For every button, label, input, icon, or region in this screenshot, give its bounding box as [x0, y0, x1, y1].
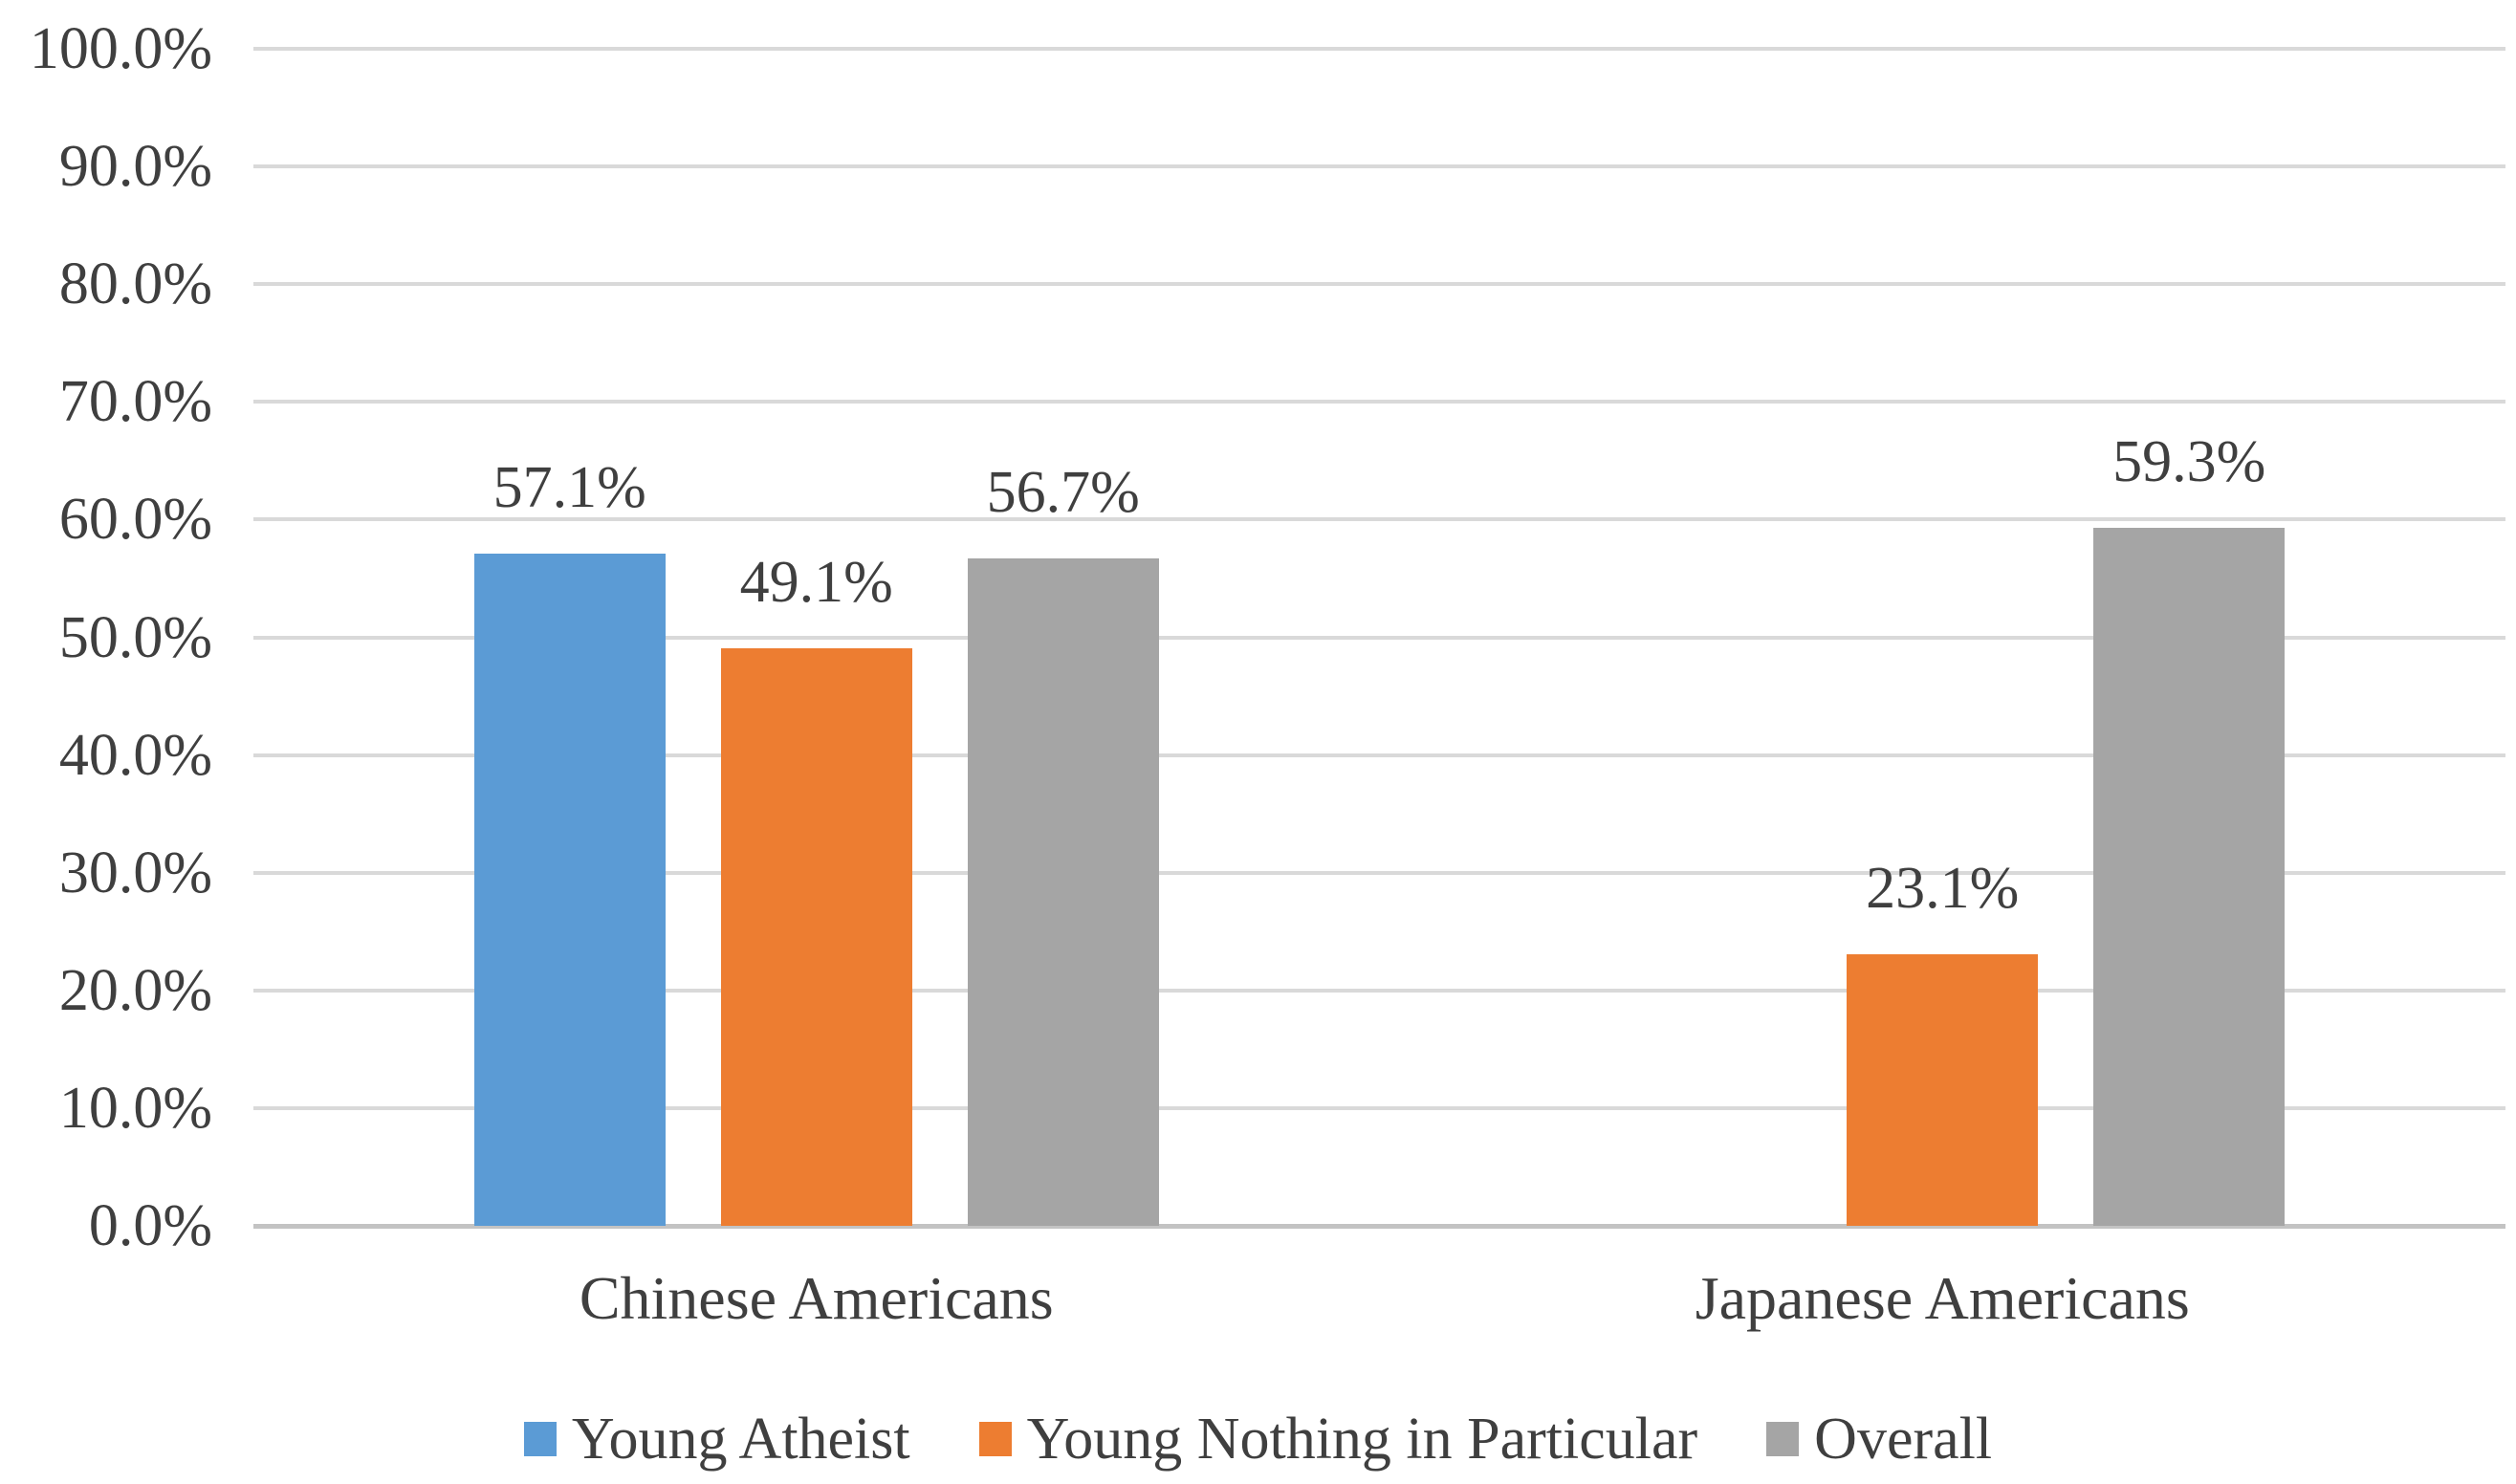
data-label-overall-japanese-americans: 59.3%	[2112, 429, 2266, 495]
gridline	[253, 870, 2505, 875]
y-tick-label: 60.0%	[58, 487, 212, 553]
gridline	[253, 517, 2505, 522]
y-tick-label: 10.0%	[58, 1075, 212, 1141]
y-tick-label: 100.0%	[29, 16, 212, 81]
y-tick-label: 70.0%	[58, 369, 212, 435]
bar-young-atheist-chinese-americans	[473, 554, 666, 1226]
category-label-chinese-americans: Chinese Americans	[579, 1264, 1054, 1332]
y-tick-label: 20.0%	[58, 957, 212, 1023]
legend: Young Atheist Young Nothing in Particular…	[0, 1382, 2516, 1484]
bar-overall-chinese-americans	[967, 558, 1159, 1226]
gridline	[253, 400, 2505, 404]
legend-label: Young Nothing in Particular	[1026, 1407, 1698, 1472]
y-tick-label: 0.0%	[88, 1193, 212, 1258]
y-tick-label: 50.0%	[58, 604, 212, 670]
bar-overall-japanese-americans	[2093, 528, 2286, 1226]
legend-item-young-nothing-in-particular: Young Nothing in Particular	[978, 1402, 1698, 1476]
bar-young-nothing-in-particular-japanese-americans	[1847, 953, 2039, 1226]
bar-young-nothing-in-particular-chinese-americans	[720, 647, 912, 1226]
x-axis-line	[253, 1223, 2505, 1229]
legend-item-young-atheist: Young Atheist	[523, 1402, 910, 1476]
gridline	[253, 47, 2505, 51]
legend-swatch-icon	[523, 1422, 557, 1456]
legend-swatch-icon	[1766, 1422, 1800, 1456]
data-label-young-nothing-in-particular-chinese-americans: 49.1%	[739, 549, 893, 615]
y-tick-label: 90.0%	[58, 134, 212, 200]
gridline	[253, 635, 2505, 640]
gridline	[253, 753, 2505, 757]
legend-item-overall: Overall	[1766, 1402, 1992, 1476]
legend-swatch-icon	[978, 1422, 1012, 1456]
data-label-young-nothing-in-particular-japanese-americans: 23.1%	[1866, 855, 2020, 921]
gridline	[253, 282, 2505, 287]
gridline	[253, 164, 2505, 169]
gridline	[253, 988, 2505, 993]
data-label-overall-chinese-americans: 56.7%	[986, 460, 1140, 526]
y-tick-label: 40.0%	[58, 722, 212, 788]
gridline	[253, 1105, 2505, 1110]
category-label-japanese-americans: Japanese Americans	[1695, 1264, 2190, 1332]
legend-label: Overall	[1814, 1407, 1993, 1472]
y-tick-label: 30.0%	[58, 840, 212, 906]
data-label-young-atheist-chinese-americans: 57.1%	[492, 455, 646, 521]
legend-label: Young Atheist	[571, 1407, 910, 1472]
y-tick-label: 80.0%	[58, 251, 212, 317]
